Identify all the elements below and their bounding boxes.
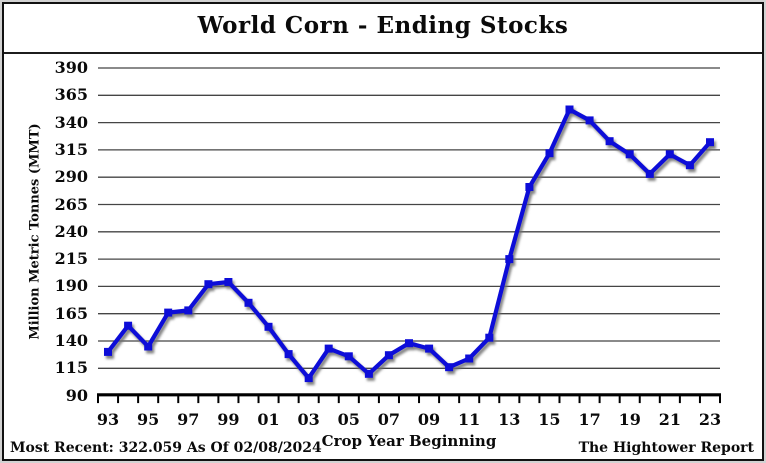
data-point-marker xyxy=(364,369,373,378)
data-point-marker xyxy=(565,105,574,114)
y-tick-label: 315 xyxy=(54,139,88,159)
y-tick-label: 215 xyxy=(54,249,88,269)
x-tick-label: 11 xyxy=(458,410,481,429)
data-point-marker xyxy=(124,321,133,330)
data-point-marker xyxy=(405,339,413,348)
y-tick-label: 115 xyxy=(54,358,88,378)
x-tick-label: 23 xyxy=(698,410,722,429)
y-tick-label: 90 xyxy=(65,385,88,405)
data-point-marker xyxy=(104,347,112,356)
data-point-marker xyxy=(164,308,173,317)
data-point-marker xyxy=(525,183,534,191)
data-point-marker xyxy=(284,350,293,359)
data-point-marker xyxy=(264,322,273,331)
x-axis-title: Crop Year Beginning xyxy=(321,432,497,450)
data-point-marker xyxy=(324,344,333,353)
data-point-marker xyxy=(384,351,393,360)
data-point-marker xyxy=(645,169,654,178)
data-point-marker xyxy=(545,149,554,158)
data-point-marker xyxy=(445,363,454,372)
x-tick-label: 13 xyxy=(498,410,521,429)
report-source-label: The Hightower Report xyxy=(578,440,754,456)
data-point-marker xyxy=(144,342,153,351)
y-tick-label: 190 xyxy=(54,276,88,296)
data-point-marker xyxy=(204,280,213,289)
x-tick-label: 17 xyxy=(578,410,601,429)
x-tick-label: 03 xyxy=(297,410,320,429)
x-tick-label: 99 xyxy=(217,410,240,429)
x-tick-label: 07 xyxy=(377,410,401,429)
data-point-marker xyxy=(505,255,514,264)
series-group xyxy=(104,105,714,383)
x-tick-label: 01 xyxy=(257,410,280,429)
data-point-marker xyxy=(244,298,253,307)
x-tick-label: 19 xyxy=(618,410,641,429)
data-point-marker xyxy=(585,116,594,125)
data-point-marker xyxy=(625,150,634,159)
data-point-marker xyxy=(605,137,614,146)
data-point-marker xyxy=(665,150,674,159)
most-recent-label: Most Recent: 322.059 As Of 02/08/2024 xyxy=(10,440,322,456)
data-point-marker xyxy=(685,161,694,170)
x-tick-label: 21 xyxy=(658,410,681,429)
y-tick-label: 290 xyxy=(54,167,88,187)
chart-title: World Corn - Ending Stocks xyxy=(197,12,569,39)
x-tick-label: 15 xyxy=(538,410,561,429)
x-tick-label: 05 xyxy=(337,410,360,429)
x-tick-label: 95 xyxy=(137,410,160,429)
data-point-marker xyxy=(184,306,193,315)
y-tick-label: 165 xyxy=(54,303,88,323)
y-tick-label: 140 xyxy=(54,331,88,350)
x-tick-label: 93 xyxy=(96,410,120,429)
data-point-marker xyxy=(706,138,714,147)
y-tick-label: 265 xyxy=(54,194,88,214)
data-point-marker xyxy=(344,352,353,361)
y-tick-label: 340 xyxy=(54,112,88,132)
y-tick-label: 240 xyxy=(54,221,88,241)
x-tick-label: 97 xyxy=(177,410,200,429)
y-tick-label: 365 xyxy=(54,85,88,105)
title-separator xyxy=(4,52,762,54)
data-point-marker xyxy=(465,354,474,363)
y-tick-label: 390 xyxy=(54,58,88,77)
data-point-marker xyxy=(224,278,233,286)
data-point-marker xyxy=(485,333,494,342)
data-point-marker xyxy=(304,374,313,383)
data-point-marker xyxy=(425,344,434,353)
x-tick-label: 09 xyxy=(417,410,441,429)
